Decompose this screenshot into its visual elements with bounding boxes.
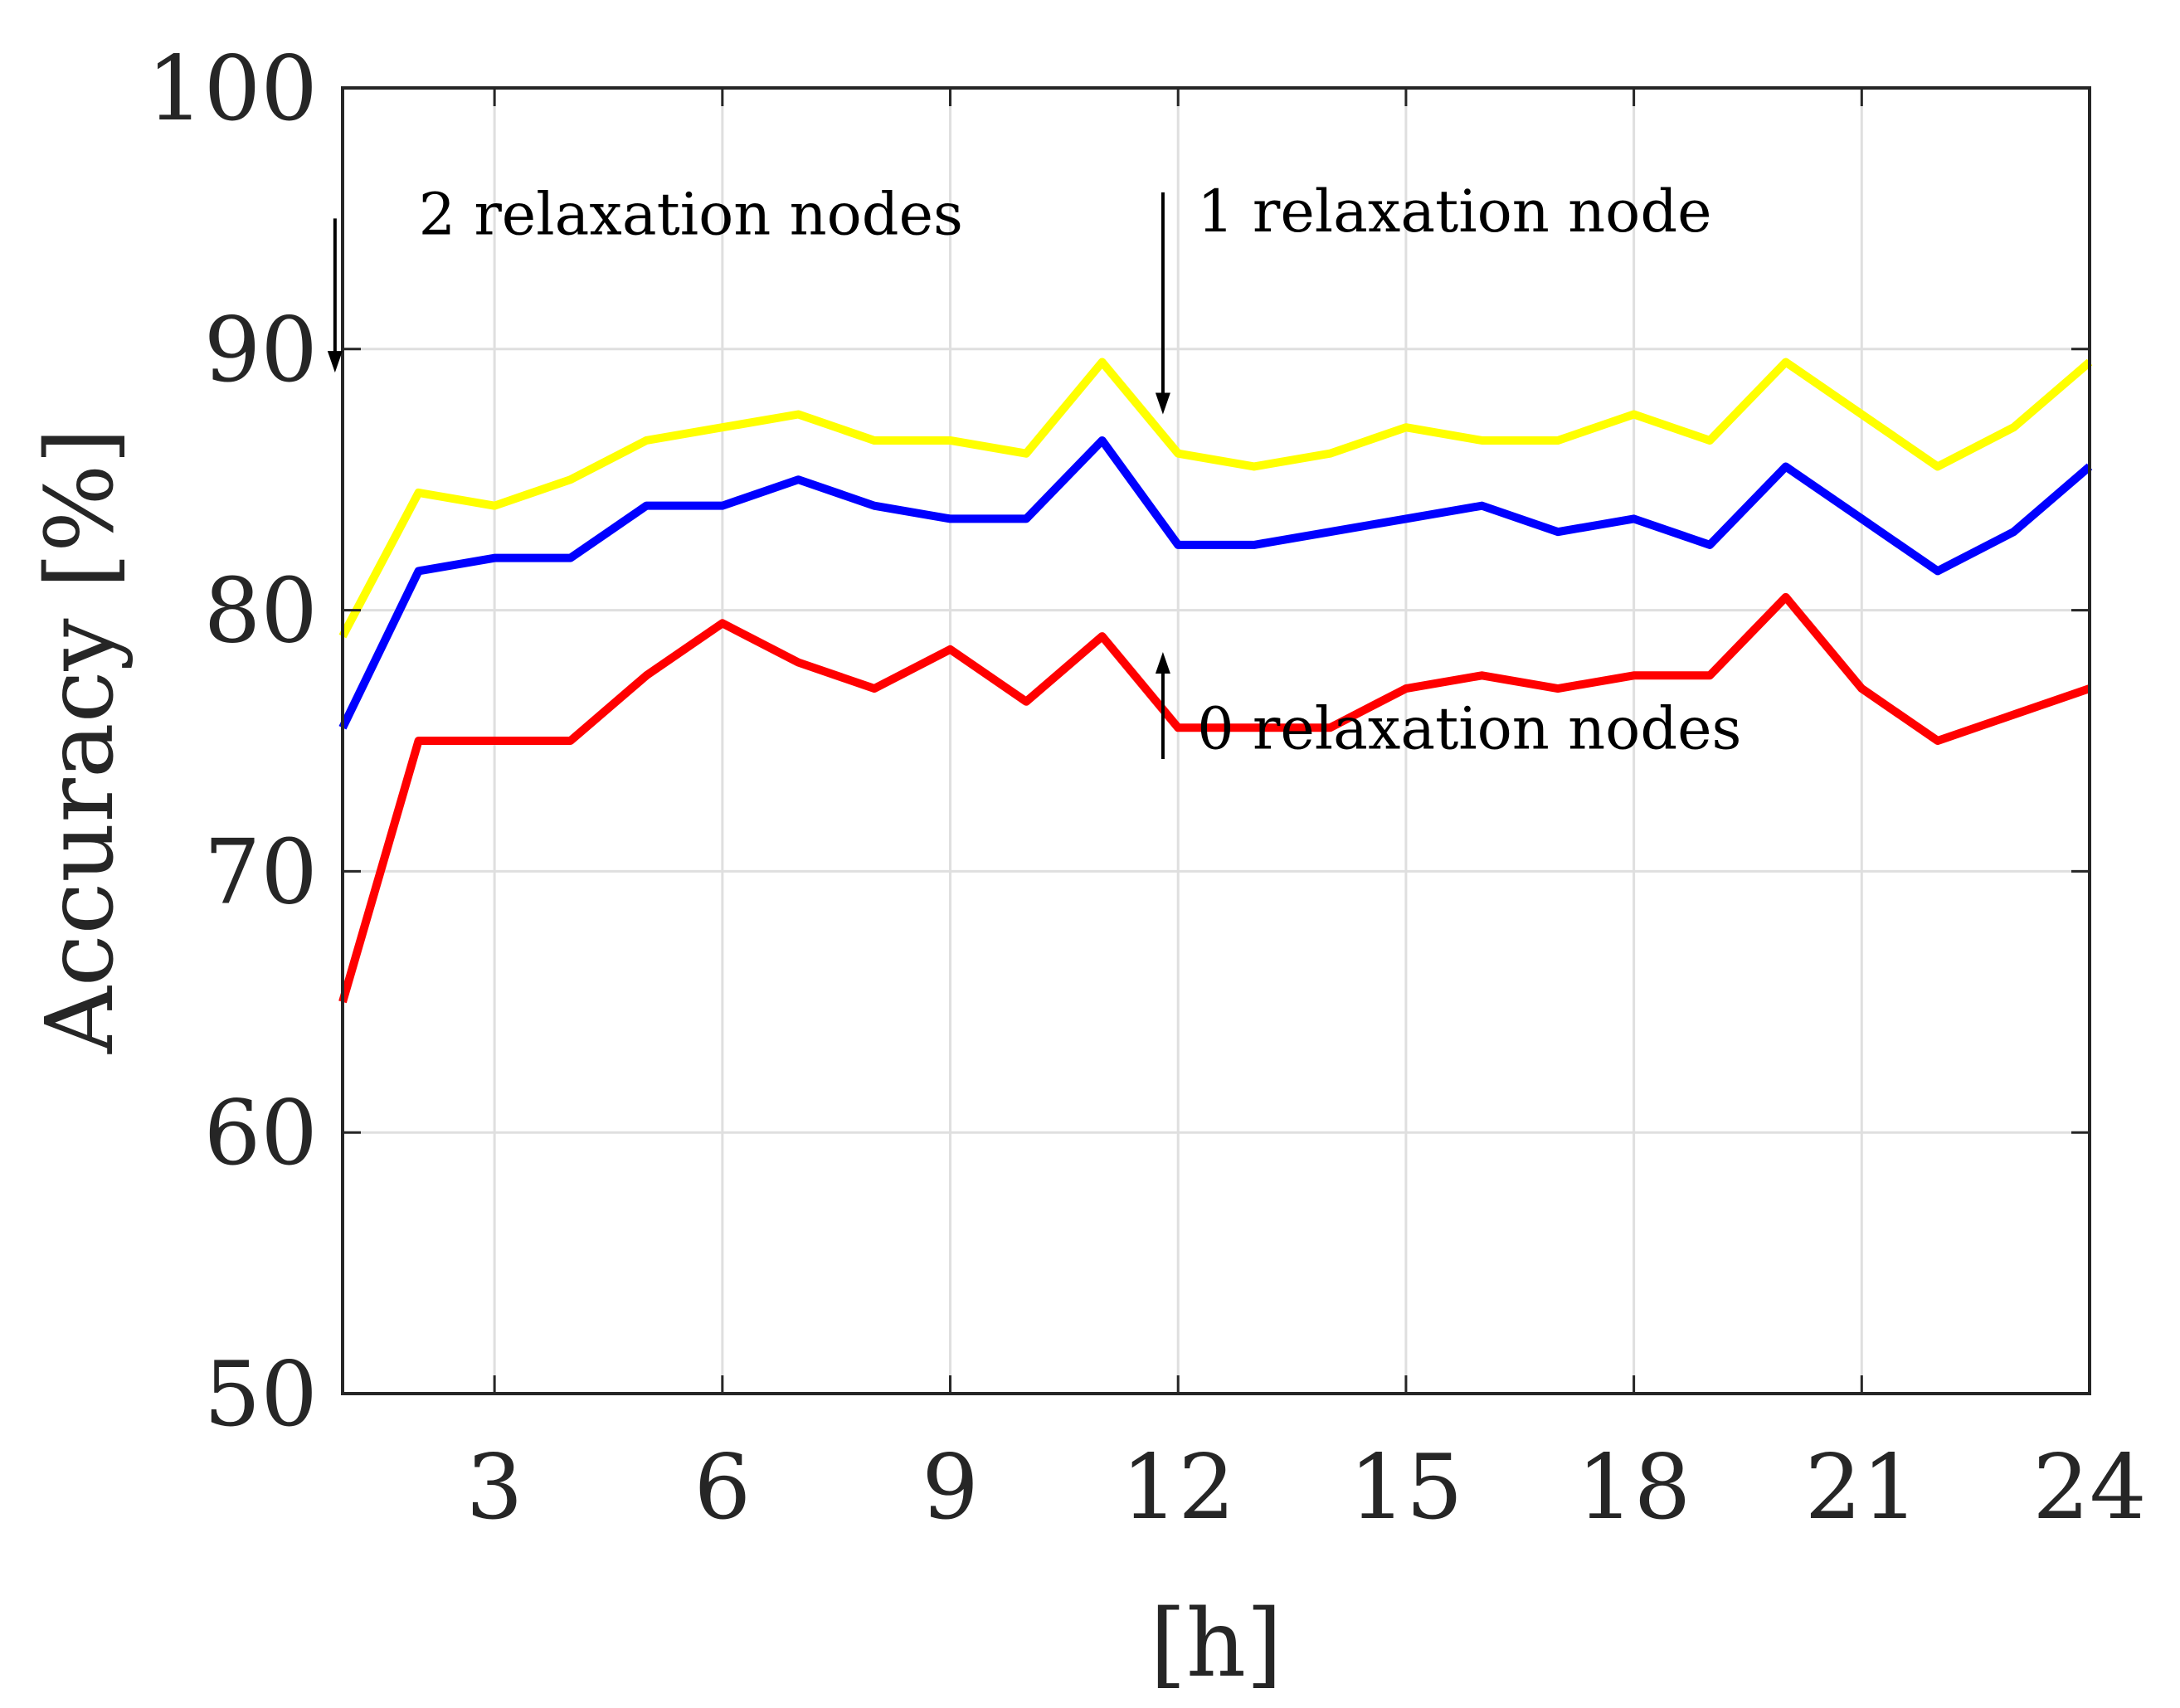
x-tick-label: 21: [1805, 1436, 1919, 1540]
plot-frame: [341, 86, 2091, 1395]
annotation-arrow-head: [327, 351, 343, 373]
y-tick-label: 60: [204, 1082, 318, 1185]
series-lines: [338, 358, 2093, 1004]
axis-ticks: 50 60 70 80 90 100 3 6 9 12 15 18 21 24: [147, 37, 2147, 1540]
annotation-arrow-head: [1155, 651, 1170, 674]
y-tick-label: 90: [204, 299, 318, 402]
annotations: 2 relaxation nodes 1 relaxation node 0 rel…: [327, 178, 1741, 762]
annotation-label: 2 relaxation nodes: [419, 180, 963, 248]
series-line-1-relaxation-node: [338, 436, 2093, 730]
y-axis-label: Accuracy [%]: [27, 428, 134, 1054]
x-tick-label: 12: [1121, 1436, 1234, 1540]
y-tick-label: 70: [204, 820, 318, 924]
x-axis-label: [h]: [1150, 1590, 1282, 1698]
y-tick-label: 50: [204, 1343, 318, 1447]
grid: [343, 86, 2091, 1395]
x-tick-label: 9: [922, 1436, 979, 1540]
y-tick-label: 80: [204, 560, 318, 664]
x-tick-label: 18: [1577, 1436, 1691, 1540]
annotation-arrow-head: [1155, 392, 1170, 415]
x-tick-label: 6: [693, 1436, 751, 1540]
x-tick-label: 15: [1349, 1436, 1462, 1540]
annotation-label: 0 relaxation nodes: [1197, 694, 1741, 762]
series-line-2-relaxation-nodes: [338, 358, 2093, 639]
annotation-label: 1 relaxation node: [1197, 178, 1711, 246]
x-tick-label: 3: [466, 1436, 523, 1540]
x-tick-label: 24: [2032, 1436, 2146, 1540]
y-tick-label: 100: [147, 37, 318, 141]
series-line-0-relaxation-nodes: [338, 592, 2091, 1004]
